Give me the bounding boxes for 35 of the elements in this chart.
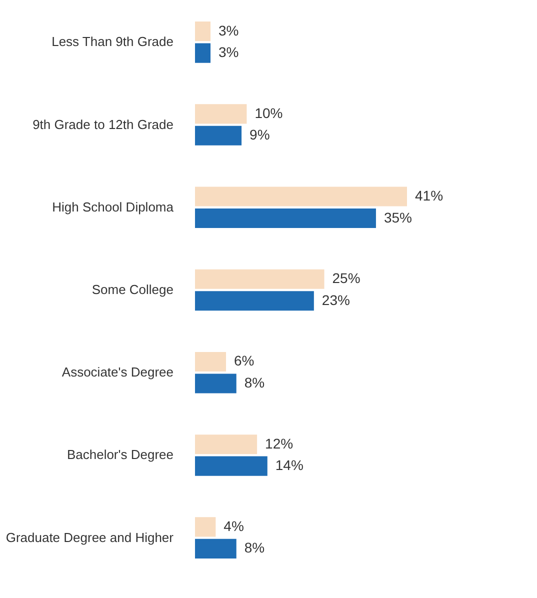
data-label: 10% bbox=[254, 104, 283, 121]
bar bbox=[195, 538, 236, 558]
data-label: 41% bbox=[415, 188, 444, 204]
data-label: 4% bbox=[224, 518, 244, 534]
bar bbox=[195, 208, 376, 228]
data-label: 6% bbox=[234, 352, 254, 369]
data-label: 25% bbox=[332, 270, 360, 286]
bar bbox=[195, 43, 211, 63]
y-tick-label: 9th Grade to 12th Grade bbox=[32, 116, 174, 132]
y-tick-label: Some College bbox=[92, 282, 174, 297]
bar bbox=[195, 104, 247, 124]
data-label: 12% bbox=[265, 435, 294, 452]
bar bbox=[195, 186, 407, 206]
data-label: 8% bbox=[244, 540, 265, 556]
data-label: 3% bbox=[218, 22, 239, 38]
bar bbox=[195, 22, 211, 42]
bar bbox=[195, 374, 236, 394]
y-tick-label: Less Than 9th Grade bbox=[52, 34, 174, 50]
data-label: 9% bbox=[250, 126, 270, 143]
y-tick-label: Bachelor's Degree bbox=[66, 447, 174, 462]
bar bbox=[195, 291, 314, 311]
y-tick-label: Graduate Degree and Higher bbox=[6, 530, 174, 545]
data-label: 3% bbox=[218, 44, 239, 60]
bar bbox=[195, 269, 324, 289]
bar bbox=[195, 126, 242, 146]
data-label: 35% bbox=[384, 209, 412, 226]
data-label: 23% bbox=[322, 292, 350, 308]
bar bbox=[195, 517, 216, 537]
y-tick-label: Associate's Degree bbox=[62, 364, 174, 380]
bar bbox=[195, 434, 258, 454]
data-label: 14% bbox=[275, 457, 304, 474]
y-tick-label: High School Diploma bbox=[52, 199, 174, 214]
bar bbox=[195, 352, 226, 372]
data-label: 8% bbox=[244, 374, 265, 390]
bar bbox=[195, 456, 268, 476]
